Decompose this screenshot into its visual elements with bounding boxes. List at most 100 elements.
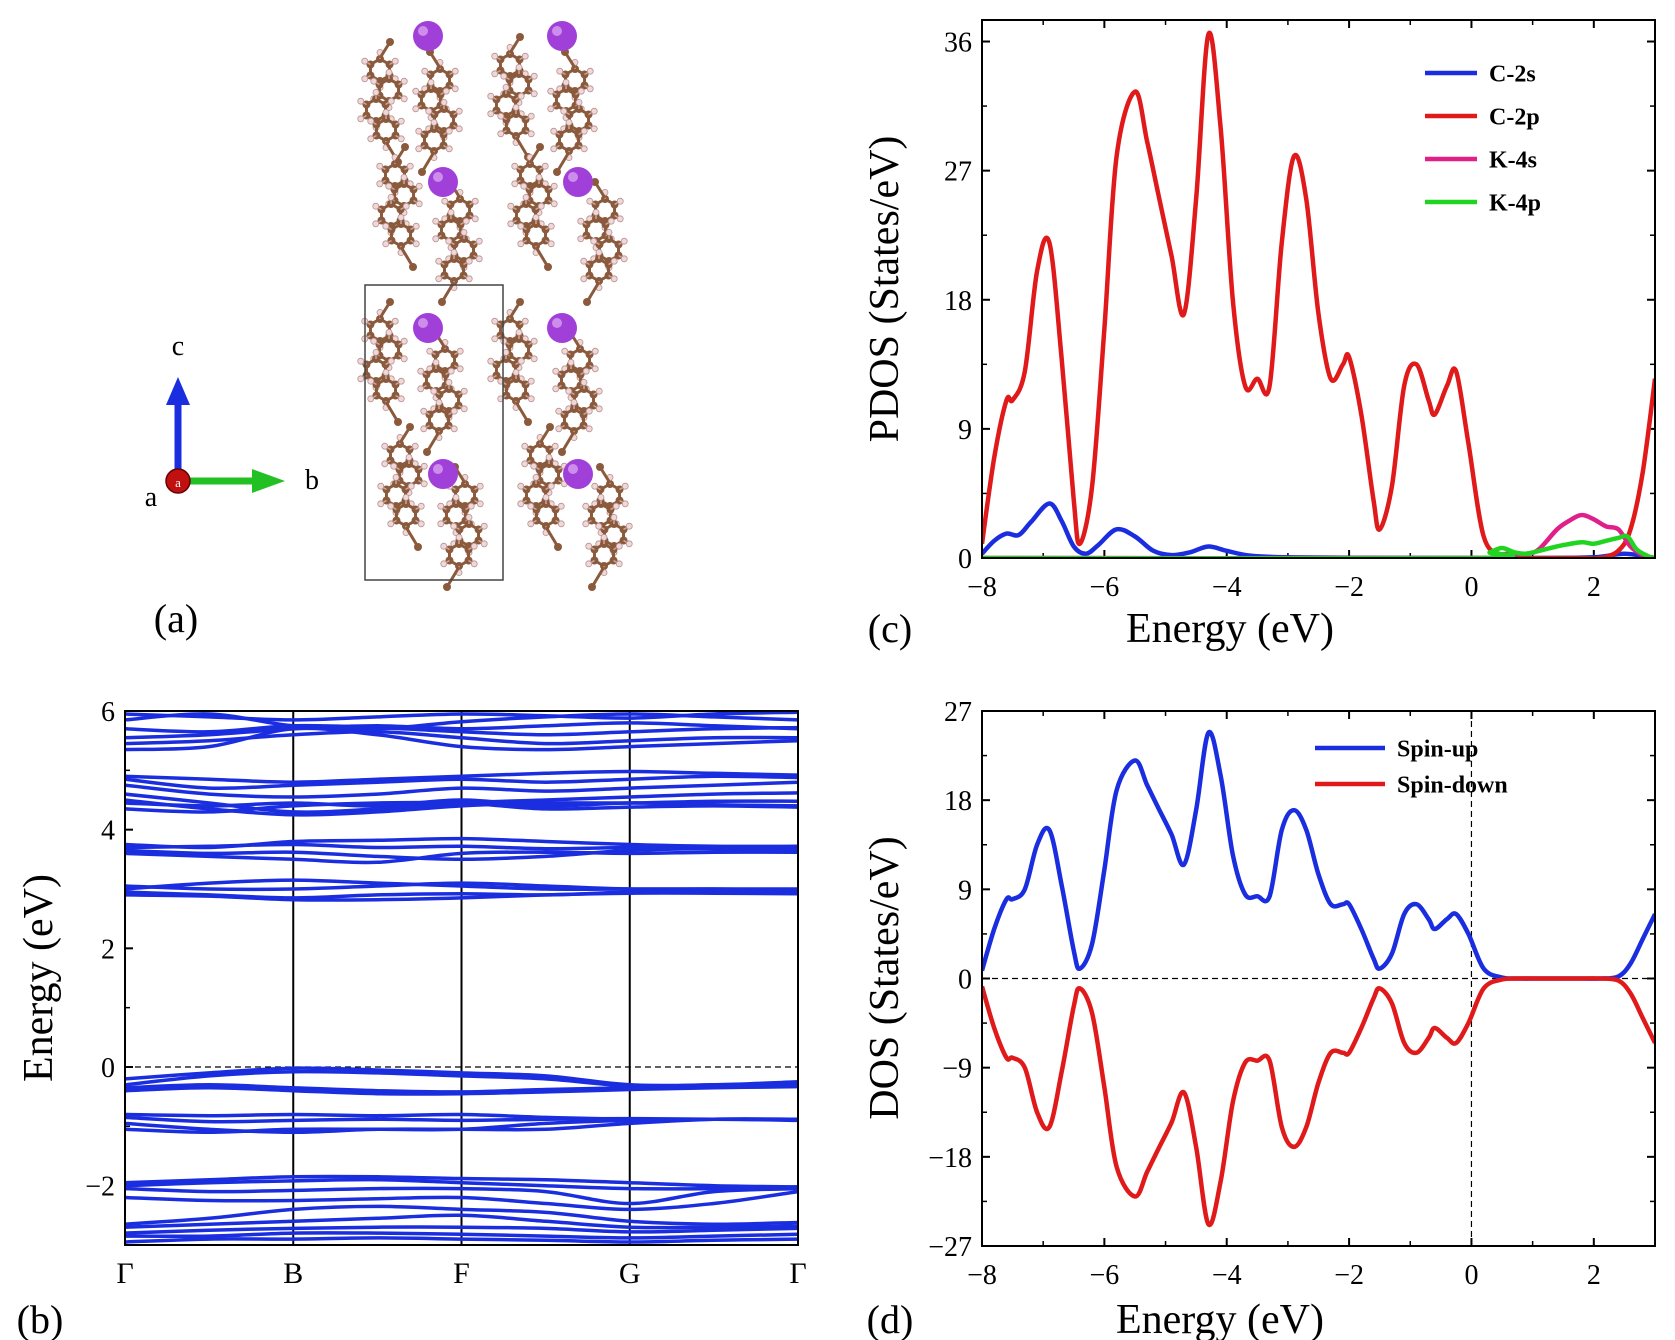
potassium-atom [547, 313, 577, 343]
x-tick-label: −8 [967, 572, 997, 603]
hydrogen-atom [615, 542, 623, 550]
dos-plot-frame [981, 710, 1656, 1247]
hydrogen-atom [621, 482, 629, 490]
hydrogen-atom [580, 127, 588, 135]
hydrogen-atom [527, 377, 535, 385]
methyl-carbon [401, 143, 409, 151]
hydrogen-atom [491, 317, 499, 325]
molecule [377, 423, 428, 551]
y-tick-label: 36 [944, 28, 972, 59]
hydrogen-atom [357, 375, 365, 383]
hydrogen-atom [552, 385, 560, 393]
hydrogen-atom [460, 387, 468, 395]
hydrogen-atom [445, 127, 453, 135]
hydrogen-atom [400, 355, 408, 363]
origin-label: a [175, 475, 181, 490]
hydrogen-atom [430, 119, 438, 126]
x-tick-label: −2 [1334, 1260, 1364, 1291]
hydrogen-atom [527, 502, 535, 510]
methyl-carbon [443, 583, 451, 591]
hydrogen-atom [442, 87, 450, 95]
band-line [125, 891, 798, 902]
hydrogen-atom [507, 220, 515, 228]
y-tick-label: 18 [944, 286, 972, 317]
hydrogen-atom [512, 369, 520, 376]
potassium-atom [547, 21, 577, 51]
band-line [125, 721, 798, 740]
pdos-ticks: −8 −6 −4 −2 0 2 0 9 18 27 36 [944, 20, 1656, 603]
hydrogen-atom [450, 249, 458, 256]
kpoint-label: B [283, 1257, 303, 1290]
methyl-carbon [516, 33, 524, 41]
hydrogen-atom [616, 215, 624, 223]
hydrogen-atom [580, 275, 588, 283]
hydrogen-atom [580, 145, 588, 153]
hydrogen-atom [475, 255, 483, 263]
methyl-carbon [588, 583, 596, 591]
hydrogen-atom [405, 453, 413, 461]
hydrogen-atom [527, 520, 535, 528]
hydrogen-atom [447, 367, 455, 375]
c-axis-arrowhead [166, 377, 190, 405]
hydrogen-atom [557, 520, 565, 528]
hydrogen-atom [385, 68, 393, 76]
hydrogen-atom [462, 217, 470, 225]
methyl-carbon [591, 178, 599, 186]
hydrogen-atom [465, 275, 473, 283]
hydrogen-atom [435, 275, 443, 283]
y-tick-label: 9 [958, 415, 972, 446]
pdos-legend: C-2s C-2p K-4s K-4p [1425, 61, 1541, 216]
hydrogen-atom [517, 482, 525, 490]
y-tick-label: 27 [944, 157, 972, 188]
hydrogen-atom [610, 275, 618, 283]
x-tick-label: −2 [1334, 572, 1364, 603]
hydrogen-atom [511, 162, 519, 170]
hydrogen-atom [411, 442, 419, 450]
methyl-carbon [546, 423, 554, 431]
dos-x-axis-label: Energy (eV) [1116, 1297, 1324, 1340]
hydrogen-atom [460, 405, 468, 413]
hydrogen-atom [555, 425, 563, 433]
band-line [125, 1236, 798, 1244]
hydrogen-atom [590, 125, 598, 133]
hydrogen-atom [500, 337, 508, 345]
hydrogen-atom [557, 502, 565, 510]
kpoint-label: Γ [116, 1257, 133, 1290]
hydrogen-atom [590, 237, 598, 245]
hydrogen-atom [372, 348, 380, 356]
hydrogen-atom [400, 77, 408, 85]
hydrogen-atom [547, 222, 555, 230]
hydrogen-atom [471, 215, 479, 223]
hydrogen-atom [476, 500, 484, 508]
band-line [125, 1084, 798, 1096]
methyl-carbon [544, 263, 552, 271]
hydrogen-atom [412, 240, 420, 248]
y-tick-label: 6 [101, 697, 115, 728]
hydrogen-atom [586, 67, 594, 75]
hydrogen-atom [480, 540, 488, 548]
methyl-carbon [554, 543, 562, 551]
hydrogen-atom [522, 193, 530, 201]
hydrogen-atom [455, 107, 463, 115]
molecule [417, 328, 468, 456]
hydrogen-atom [561, 347, 569, 355]
band-line [125, 1117, 798, 1135]
hydrogen-atom [615, 560, 623, 568]
hydrogen-atom [527, 112, 535, 120]
hydrogen-atom [570, 399, 578, 406]
methyl-carbon [414, 543, 422, 551]
hydrogen-atom [425, 107, 433, 115]
pdos-y-axis-label: PDOS (States/eV) [862, 136, 908, 443]
y-tick-label: 9 [958, 875, 972, 906]
hydrogen-atom [527, 130, 535, 138]
hydrogen-atom [381, 442, 389, 450]
b-axis-arrowhead [252, 469, 285, 493]
legend-label-k-4s: K-4s [1489, 147, 1537, 173]
hydrogen-atom [550, 200, 558, 208]
methyl-carbon [418, 168, 426, 176]
hydrogen-atom [397, 377, 405, 385]
legend-label-c-2p: C-2p [1489, 104, 1540, 130]
hydrogen-atom [415, 200, 423, 208]
hydrogen-atom [530, 337, 538, 345]
hydrogen-atom [575, 98, 583, 106]
